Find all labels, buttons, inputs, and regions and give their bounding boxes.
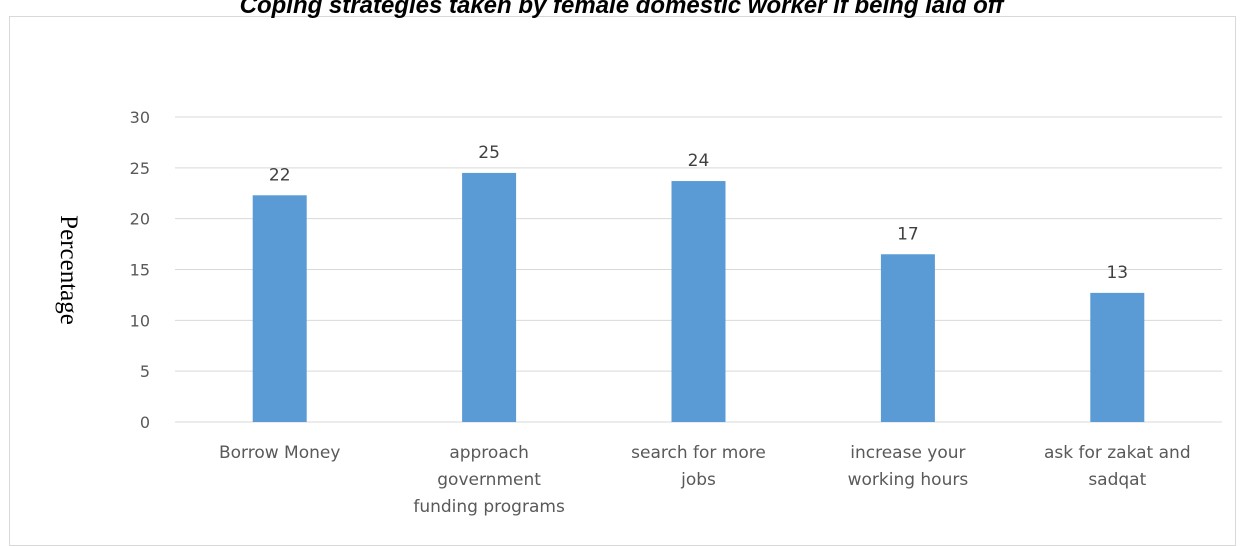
bar bbox=[252, 195, 307, 422]
chart-title: Coping strategies taken by female domest… bbox=[239, 0, 1004, 19]
bar bbox=[462, 172, 517, 422]
data-label: 17 bbox=[897, 224, 919, 244]
data-label: 13 bbox=[1106, 263, 1128, 283]
y-tick-label: 20 bbox=[130, 210, 150, 229]
category-label: search for more jobs bbox=[631, 443, 766, 490]
data-label: 24 bbox=[688, 151, 710, 171]
y-tick-label: 10 bbox=[130, 311, 150, 330]
y-tick-label: 30 bbox=[130, 108, 150, 127]
y-tick-label: 5 bbox=[140, 362, 150, 381]
y-tick-label: 15 bbox=[130, 261, 150, 280]
y-tick-label: 0 bbox=[140, 413, 150, 432]
data-label: 25 bbox=[478, 143, 500, 163]
category-label: Borrow Money bbox=[219, 443, 340, 463]
bar bbox=[880, 254, 935, 422]
data-label: 22 bbox=[269, 165, 291, 185]
bar bbox=[1090, 292, 1145, 422]
category-label: approach government funding programs bbox=[413, 443, 565, 517]
bar bbox=[671, 181, 726, 422]
category-label: increase your working hours bbox=[848, 443, 969, 490]
y-tick-label: 25 bbox=[130, 159, 150, 178]
category-label: ask for zakat and sadqat bbox=[1044, 443, 1191, 490]
